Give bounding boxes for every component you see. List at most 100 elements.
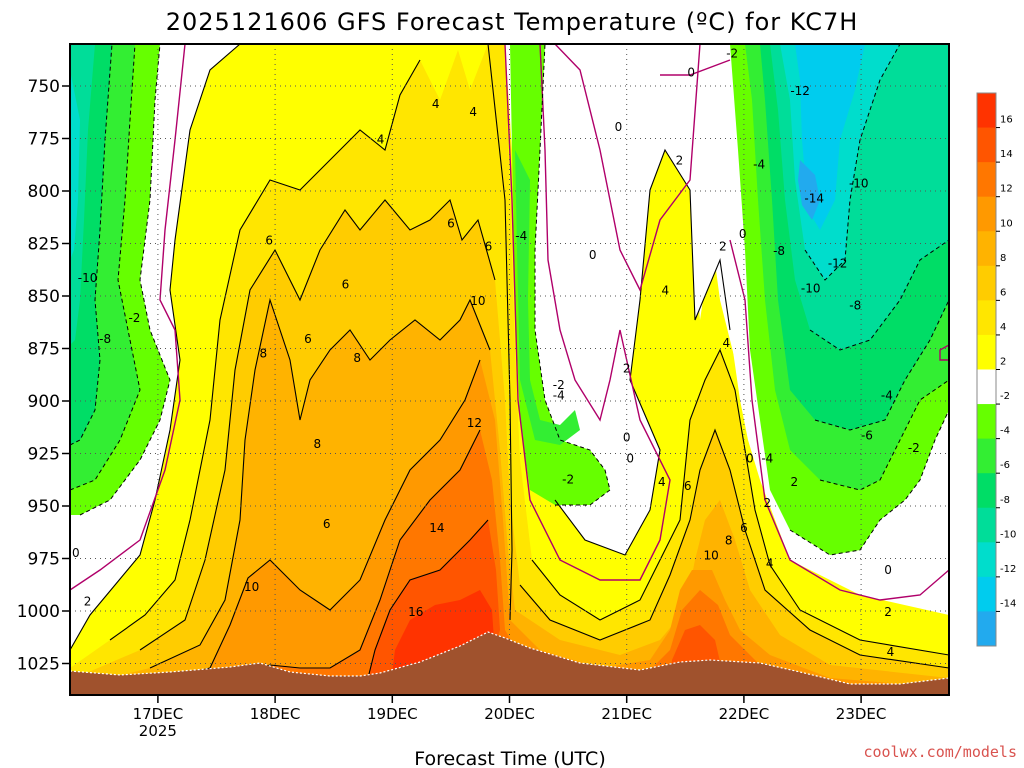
y-tick-label: 1025 (17, 655, 60, 675)
contour-label: 8 (260, 347, 268, 361)
colorbar-bin (977, 473, 996, 509)
fill-cold-mid-white (545, 44, 748, 440)
contour-label: -2 (562, 473, 574, 487)
colorbar-bin (977, 127, 996, 163)
contour-label: 10 (470, 294, 485, 308)
contour-label: -8 (773, 244, 785, 258)
colorbar-tick-label: 12 (1000, 184, 1013, 195)
x-tick-label: 23DEC (836, 705, 887, 723)
contour-label: -8 (849, 298, 861, 312)
contour-label: -8 (99, 332, 111, 346)
x-tick-label: 21DEC (601, 705, 652, 723)
contour-label: -2 (908, 441, 920, 455)
contour-label: 2 (790, 475, 798, 489)
y-tick-label: 800 (28, 182, 60, 202)
colorbar-bin (977, 265, 996, 301)
chart-title: 2025121606 GFS Forecast Temperature (ºC)… (166, 8, 859, 36)
contour-label: 0 (623, 431, 631, 445)
contour-label: 0 (884, 563, 892, 577)
colorbar-bin (977, 334, 996, 370)
colorbar-tick-label: -14 (1000, 598, 1016, 609)
x-tick-label: 19DEC (367, 705, 418, 723)
x-tick-label: 20DEC (484, 705, 535, 723)
colorbar-bin (977, 576, 996, 612)
colorbar-bin (977, 369, 996, 405)
colorbar-tick-label: 4 (1000, 322, 1006, 333)
y-tick-label: 950 (28, 497, 60, 517)
y-tick-label: 975 (28, 550, 60, 570)
contour-label: -10 (78, 271, 98, 285)
contour-label: 6 (304, 332, 312, 346)
contour-label: -4 (761, 452, 773, 466)
contour-label: -2 (726, 46, 738, 60)
y-tick-label: 875 (28, 340, 60, 360)
contour-label: 6 (485, 240, 493, 254)
contour-label: 8 (313, 437, 321, 451)
colorbar-tick-label: 6 (1000, 287, 1006, 298)
contour-label: 6 (447, 217, 455, 231)
colorbar-tick-label: -2 (1000, 391, 1010, 402)
fill-cold-left-12 (70, 70, 80, 260)
x-tick-label: 18DEC (250, 705, 301, 723)
contour-label: 2 (84, 595, 92, 609)
contour-label: 4 (766, 557, 774, 571)
colorbar-bin (977, 93, 996, 129)
contour-label: 10 (244, 580, 259, 594)
contour-label: 2 (884, 605, 892, 619)
contour-label: 10 (703, 548, 718, 562)
fill-cold-right-14 (798, 160, 820, 220)
contour-label: -2 (128, 311, 140, 325)
contour-label: 0 (589, 248, 597, 262)
fill-cold-mid-2 (510, 44, 610, 505)
colorbar-bin (977, 507, 996, 543)
x-tick-label: 22DEC (719, 705, 770, 723)
contour-label: 0 (72, 546, 80, 560)
contour-label: -2 (553, 378, 565, 392)
contour-label: 0 (739, 227, 747, 241)
y-tick-label: 925 (28, 445, 60, 465)
contour-label: -12 (828, 256, 848, 270)
contour-label: 14 (429, 521, 444, 535)
contour-label: 6 (323, 517, 331, 531)
contour-label: 4 (432, 97, 440, 111)
contour-label: -6 (861, 429, 873, 443)
contour-label: 4 (722, 336, 730, 350)
contour-label: 2 (676, 154, 684, 168)
contour-label: 6 (342, 277, 350, 291)
contour-label: 16 (408, 605, 423, 619)
y-tick-label: 850 (28, 287, 60, 307)
y-tick-label: 775 (28, 130, 60, 150)
contour-label: -4 (753, 158, 765, 172)
colorbar-bin (977, 404, 996, 440)
contour-label: 0 (615, 120, 623, 134)
colorbar-bin (977, 162, 996, 198)
colorbar: 16 14 12 10 8 6 4 2 -2 -4 -6 -8 -10 -12 -14 (976, 92, 1016, 647)
colorbar-tick-label: -12 (1000, 564, 1016, 575)
x-axis-label: Forecast Time (UTC) (414, 748, 605, 768)
contour-label: -4 (515, 229, 527, 243)
grid-lines (70, 44, 949, 695)
colorbar-tick-label: -4 (1000, 426, 1010, 437)
zero-contours (70, 44, 949, 601)
fill-cold-mid-4 (515, 150, 580, 445)
x-tick-year: 2025 (139, 722, 177, 740)
y-tick-label: 900 (28, 392, 60, 412)
contour-label: 4 (377, 133, 385, 147)
colorbar-bin (977, 300, 996, 336)
colorbar-tick-label: 8 (1000, 253, 1006, 264)
terrain (70, 631, 949, 695)
contour-lines (70, 44, 949, 691)
contour-label: 6 (740, 521, 748, 535)
contour-label: 0 (626, 452, 634, 466)
contour-label: 4 (658, 475, 666, 489)
contour-label: 0 (687, 65, 695, 79)
negative-contours (70, 44, 949, 556)
colorbar-bin (977, 231, 996, 267)
contour-label: 8 (725, 534, 733, 548)
fill-band-10-to-12 (70, 360, 949, 695)
credit-link[interactable]: coolwx.com/models (863, 743, 1017, 761)
contour-label: -10 (801, 282, 821, 296)
